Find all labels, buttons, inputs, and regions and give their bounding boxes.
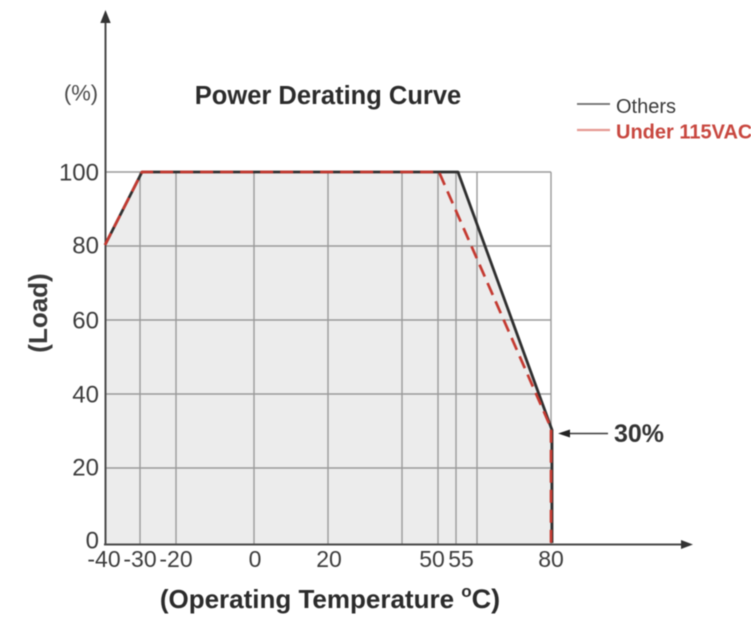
svg-text:(Operating Temperature oC): (Operating Temperature oC) <box>160 582 500 615</box>
svg-text:-20: -20 <box>159 546 192 572</box>
svg-text:Under 115VAC: Under 115VAC <box>616 122 751 144</box>
svg-text:Others: Others <box>616 96 676 118</box>
svg-text:50: 50 <box>419 546 445 572</box>
svg-text:20: 20 <box>72 455 99 482</box>
svg-text:20: 20 <box>316 546 342 572</box>
svg-text:-40: -40 <box>87 546 120 572</box>
svg-text:100: 100 <box>59 160 99 187</box>
svg-text:80: 80 <box>72 233 99 260</box>
svg-text:30%: 30% <box>614 420 664 448</box>
svg-text:40: 40 <box>72 382 99 409</box>
svg-text:-30: -30 <box>123 546 156 572</box>
svg-text:60: 60 <box>72 308 99 335</box>
svg-text:(Load): (Load) <box>23 273 53 352</box>
svg-text:(%): (%) <box>64 81 98 106</box>
svg-text:Power Derating Curve: Power Derating Curve <box>195 82 461 110</box>
svg-text:80: 80 <box>538 546 564 572</box>
svg-text:0: 0 <box>249 546 262 572</box>
svg-text:0: 0 <box>86 528 99 555</box>
svg-text:55: 55 <box>448 546 474 572</box>
